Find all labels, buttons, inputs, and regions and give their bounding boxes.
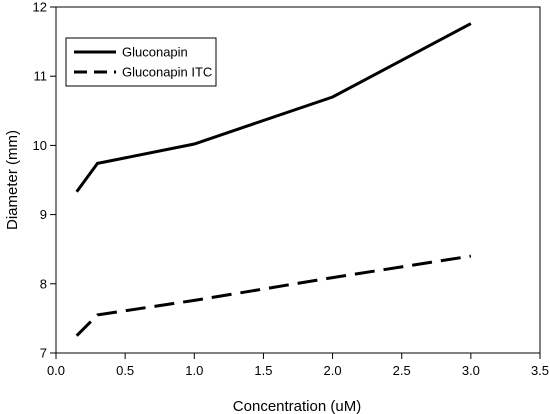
x-tick-label: 2.0 <box>324 363 342 378</box>
series-line-2 <box>75 254 472 337</box>
y-tick-label: 12 <box>33 0 47 15</box>
x-axis-title: Concentration (uM) <box>233 398 361 414</box>
x-tick-label: 0.5 <box>116 363 134 378</box>
y-axis-title: Diameter (mm) <box>4 130 21 230</box>
x-tick-label: 3.0 <box>462 363 480 378</box>
x-tick-label: 3.5 <box>531 363 549 378</box>
x-axis-ticks: 0.0 0.5 1.0 1.5 2.0 2.5 3.0 3.5 <box>47 353 549 378</box>
plot-frame <box>55 6 541 354</box>
y-tick-label: 7 <box>40 346 47 361</box>
legend-box <box>65 37 217 87</box>
y-tick-label: 9 <box>40 207 47 222</box>
y-axis-ticks: 7 8 9 10 11 12 <box>33 0 56 361</box>
series-layer <box>75 22 472 337</box>
x-tick-label: 2.5 <box>393 363 411 378</box>
plot-area <box>55 6 541 354</box>
legend-label-1: Gluconapin <box>122 45 188 60</box>
x-tick-label: 1.0 <box>185 363 203 378</box>
y-tick-label: 8 <box>40 276 47 291</box>
y-tick-label: 10 <box>33 138 47 153</box>
x-tick-label: 0.0 <box>47 363 65 378</box>
legend-label-2: Gluconapin ITC <box>122 65 212 80</box>
x-tick-label: 1.5 <box>254 363 272 378</box>
series-line-1 <box>75 22 472 193</box>
legend: Gluconapin Gluconapin ITC <box>65 37 217 87</box>
y-tick-label: 11 <box>34 69 48 84</box>
